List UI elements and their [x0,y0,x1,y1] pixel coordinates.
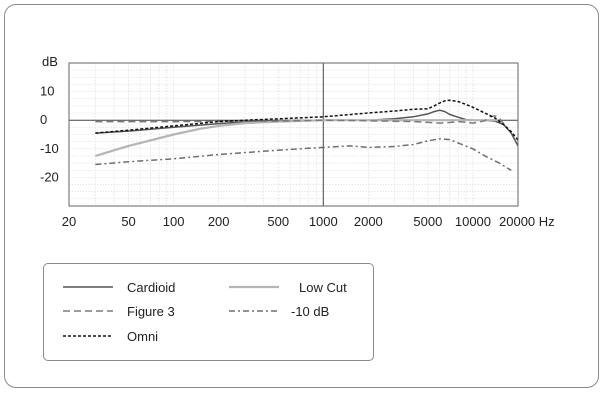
x-tick-label: 10000 [455,214,491,229]
legend: Cardioid Low Cut Figure 3 -10 dB Omni [43,263,374,361]
y-tick-label: 10 [40,84,54,99]
x-tick-label: 5000 [413,214,442,229]
x-tick-label: 1000 [309,214,338,229]
legend-swatch [229,310,279,312]
legend-item-cardioid: Cardioid [63,278,175,296]
legend-swatch [63,335,113,337]
y-tick-label: -10 [40,141,59,156]
series-line-figure-3 [95,115,508,130]
y-axis-unit-label: dB [42,54,58,69]
legend-item-low-cut: Low Cut [229,278,347,296]
x-tick-label: 20 [62,214,76,229]
legend-label: Cardioid [127,279,176,295]
x-tick-label: 200 [208,214,230,229]
legend-swatch [63,310,113,312]
series-line-low-cut [95,119,500,157]
x-tick-label: 500 [267,214,289,229]
series-line-cardioid [95,109,519,147]
series-lines [95,99,519,171]
x-tick-label: 100 [163,214,185,229]
legend-item-omni: Omni [63,327,158,345]
series-line-omni [95,99,519,141]
y-tick-label: 0 [40,112,47,127]
x-tick-label: 20000 Hz [499,214,555,229]
tick-labels: 20 50 100 200 500 1000 2000 5000 10000 20000 Hz-2… [40,84,555,229]
chart-frame [4,4,599,388]
legend-label: Omni [127,328,159,344]
legend-item-figure-3: Figure 3 [63,302,175,320]
legend-swatch [229,285,279,289]
legend-label: Figure 3 [127,303,175,319]
x-tick-label: 50 [121,214,135,229]
y-tick-label: -20 [40,169,59,184]
x-tick-label: 2000 [354,214,383,229]
plot-area-border [68,62,519,207]
legend-label: -10 dB [291,303,330,319]
series-line-10-db [95,138,512,171]
legend-item-10-db: -10 dB [229,302,329,320]
legend-label: Low Cut [299,279,347,295]
grid [69,63,518,206]
legend-swatch [63,286,113,288]
